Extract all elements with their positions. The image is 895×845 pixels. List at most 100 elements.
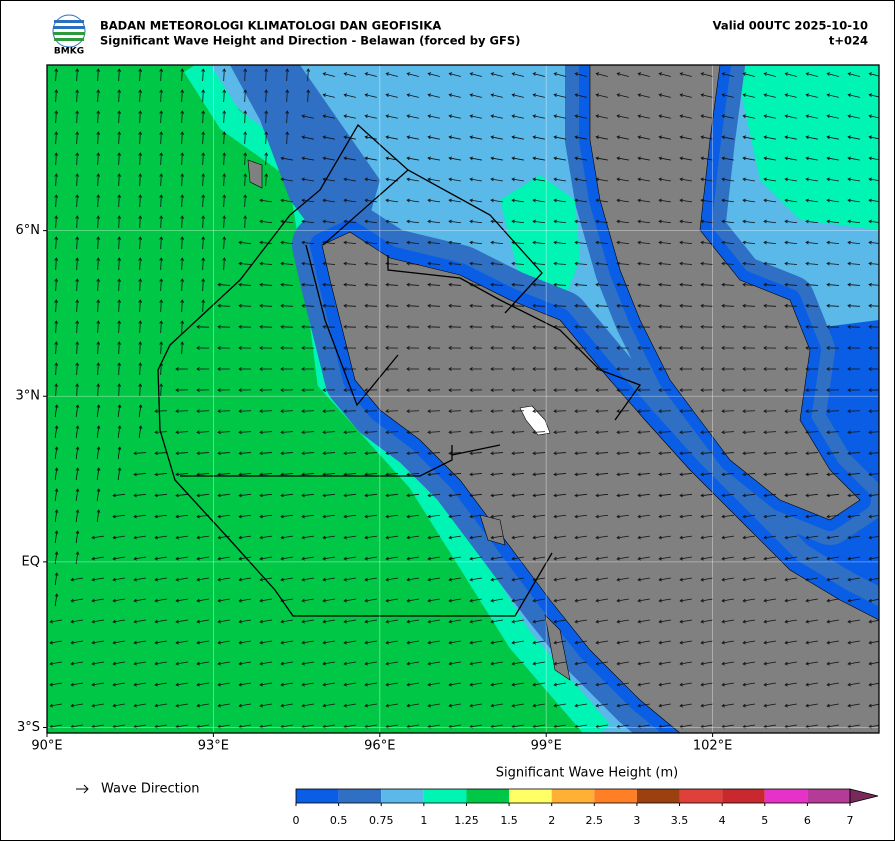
wave-arrow <box>679 598 692 603</box>
wave-arrow <box>448 535 461 540</box>
wave-arrow <box>616 514 630 519</box>
wave-arrow <box>595 556 608 561</box>
wave-arrow <box>616 451 630 456</box>
wave-arrow <box>117 173 122 187</box>
wave-arrow <box>175 598 188 603</box>
wave-arrow <box>469 240 483 245</box>
wave-arrow <box>784 114 797 119</box>
wave-arrow <box>238 282 252 287</box>
wave-arrow <box>96 509 101 522</box>
wave-arrow <box>616 661 629 666</box>
wave-arrow <box>700 724 713 729</box>
wave-arrow <box>96 299 101 313</box>
wave-arrow <box>616 93 629 98</box>
wave-arrow <box>427 198 440 203</box>
wave-arrow <box>847 619 860 624</box>
wave-arrow <box>96 68 101 82</box>
wave-arrow <box>637 388 651 392</box>
wave-arrow <box>138 131 143 145</box>
wave-arrow <box>264 131 269 145</box>
wave-arrow <box>406 514 420 519</box>
wave-arrow <box>742 261 756 266</box>
wave-arrow <box>159 68 164 82</box>
wave-arrow <box>264 89 269 103</box>
wave-arrow <box>280 430 294 435</box>
wave-arrow <box>784 93 797 98</box>
wave-arrow <box>616 409 630 414</box>
wave-arrow <box>343 409 357 414</box>
wave-arrow <box>343 240 357 245</box>
wave-arrow <box>700 598 713 603</box>
wave-arrow <box>448 367 462 371</box>
wave-arrow <box>133 514 147 519</box>
wave-arrow <box>532 619 545 624</box>
agency: BADAN METEOROLOGI KLIMATOLOGI DAN GEOFIS… <box>100 19 441 33</box>
wave-arrow <box>406 282 420 287</box>
wave-arrow <box>658 577 671 582</box>
wave-arrow <box>700 240 714 245</box>
wave-arrow <box>511 535 524 540</box>
wave-arrow <box>285 89 290 103</box>
wave-arrow <box>406 619 419 624</box>
wave-arrow <box>595 577 608 582</box>
wave-arrow <box>616 324 630 329</box>
wave-arrow <box>117 404 122 417</box>
wave-arrow <box>138 404 143 417</box>
wave-arrow <box>805 156 818 161</box>
wave-arrow <box>532 556 545 561</box>
wave-arrow <box>721 219 735 224</box>
wave-arrow <box>70 661 83 666</box>
wave-arrow <box>595 451 609 456</box>
wave-arrow <box>763 577 776 582</box>
wave-arrow <box>490 661 503 666</box>
wave-arrow <box>763 346 777 350</box>
wave-arrow <box>826 219 840 224</box>
wave-arrow <box>159 299 164 313</box>
wave-arrow <box>679 324 693 329</box>
wave-arrow <box>238 388 252 392</box>
wave-arrow <box>238 535 251 540</box>
wave-arrow <box>616 493 630 498</box>
wave-arrow <box>532 367 546 371</box>
wave-arrow <box>553 430 567 435</box>
wave-arrow <box>574 724 587 729</box>
wave-arrow <box>112 619 125 624</box>
wave-arrow <box>154 514 168 519</box>
wave-arrow <box>406 93 419 98</box>
wave-arrow <box>280 156 293 161</box>
wave-arrow <box>117 362 122 376</box>
wave-arrow <box>301 324 315 329</box>
sea-cyan <box>735 65 879 230</box>
wave-arrow <box>742 135 755 140</box>
wave-arrow <box>259 282 273 287</box>
wave-arrow <box>700 114 713 119</box>
wave-arrow <box>427 388 441 392</box>
wave-arrow <box>322 682 335 687</box>
wave-arrow <box>217 388 231 392</box>
wave-arrow <box>511 682 524 687</box>
wave-arrow <box>637 346 651 350</box>
wave-arrow <box>364 514 378 519</box>
wave-arrow <box>595 177 608 182</box>
wave-arrow <box>574 324 588 329</box>
wave-arrow <box>385 661 398 666</box>
wave-arrow <box>721 661 734 666</box>
wave-arrow <box>469 703 482 708</box>
x-tick-label: 93°E <box>198 739 229 754</box>
wave-arrow <box>742 430 756 435</box>
wave-arrow <box>117 425 122 438</box>
wave-arrow <box>553 598 566 603</box>
wave-arrow <box>406 430 420 435</box>
wave-arrow <box>301 219 315 224</box>
wave-arrow <box>238 430 252 435</box>
wave-arrow <box>364 93 377 98</box>
wave-arrow <box>616 198 629 203</box>
wave-arrow <box>385 219 399 224</box>
wave-arrow <box>742 682 755 687</box>
wave-arrow <box>159 131 164 145</box>
wave-arrow <box>532 598 545 603</box>
wave-arrow <box>385 619 398 624</box>
wave-arrow <box>595 93 608 98</box>
wave-arrow <box>364 346 378 350</box>
wave-arrow <box>658 556 671 561</box>
